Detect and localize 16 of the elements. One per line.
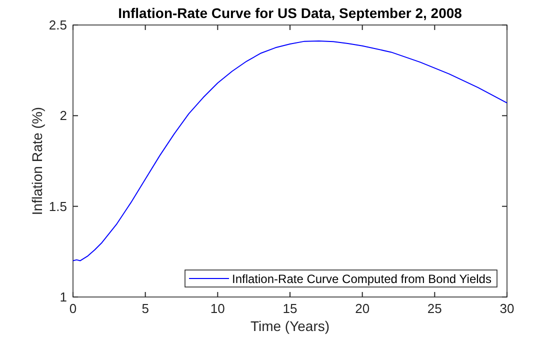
- y-axis-title: Inflation Rate (%): [29, 106, 45, 216]
- x-tick-label: 10: [210, 301, 225, 316]
- x-tick-label: 15: [282, 301, 298, 316]
- x-tick-label: 5: [142, 301, 149, 316]
- y-tick-label: 1.5: [48, 198, 67, 214]
- x-tick-label: 30: [500, 301, 514, 316]
- y-tick-label: 2: [60, 108, 67, 124]
- legend-label: Inflation-Rate Curve Computed from Bond Yields: [232, 272, 492, 286]
- chart-title: Inflation-Rate Curve for US Data, September 2, 2008: [118, 5, 462, 21]
- y-tick-label: 2.5: [48, 18, 67, 32]
- x-tick-label: 0: [69, 301, 77, 316]
- x-axis-title: Time (Years): [250, 318, 330, 334]
- x-tick-label: 25: [427, 301, 442, 316]
- line-series: [72, 40, 508, 262]
- x-tick-label: 20: [355, 301, 370, 316]
- y-tick-label: 1: [60, 290, 67, 304]
